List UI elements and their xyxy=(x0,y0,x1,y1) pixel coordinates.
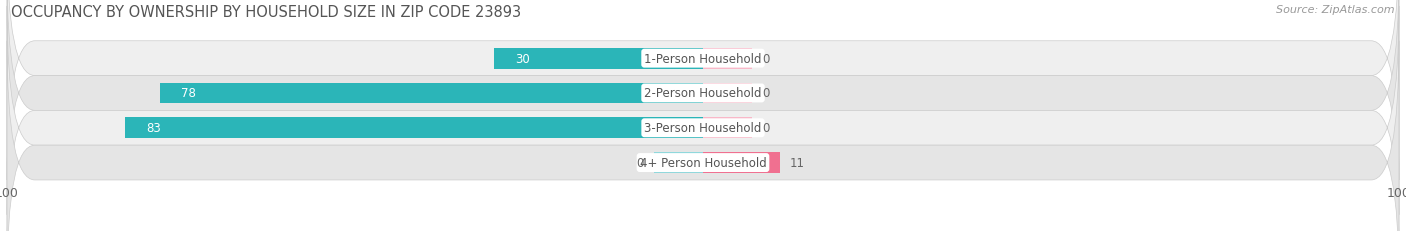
Text: 4+ Person Household: 4+ Person Household xyxy=(640,156,766,169)
FancyBboxPatch shape xyxy=(7,7,1399,231)
FancyBboxPatch shape xyxy=(7,42,1399,231)
Text: 11: 11 xyxy=(790,156,806,169)
Text: Source: ZipAtlas.com: Source: ZipAtlas.com xyxy=(1277,5,1395,15)
Bar xyxy=(160,83,703,104)
Bar xyxy=(125,118,703,139)
Bar xyxy=(703,118,752,139)
Text: 0: 0 xyxy=(762,52,769,65)
Text: 78: 78 xyxy=(181,87,195,100)
FancyBboxPatch shape xyxy=(7,0,1399,215)
Text: 83: 83 xyxy=(146,122,160,135)
Bar xyxy=(703,83,752,104)
Text: 0: 0 xyxy=(637,156,644,169)
Text: 2-Person Household: 2-Person Household xyxy=(644,87,762,100)
Text: 0: 0 xyxy=(762,122,769,135)
Text: 3-Person Household: 3-Person Household xyxy=(644,122,762,135)
FancyBboxPatch shape xyxy=(7,0,1399,180)
Text: 1-Person Household: 1-Person Household xyxy=(644,52,762,65)
Bar xyxy=(703,49,752,69)
Bar xyxy=(495,49,703,69)
Text: 0: 0 xyxy=(762,87,769,100)
Bar xyxy=(654,152,703,173)
Text: 30: 30 xyxy=(515,52,530,65)
Text: OCCUPANCY BY OWNERSHIP BY HOUSEHOLD SIZE IN ZIP CODE 23893: OCCUPANCY BY OWNERSHIP BY HOUSEHOLD SIZE… xyxy=(11,5,522,20)
Bar xyxy=(703,152,779,173)
